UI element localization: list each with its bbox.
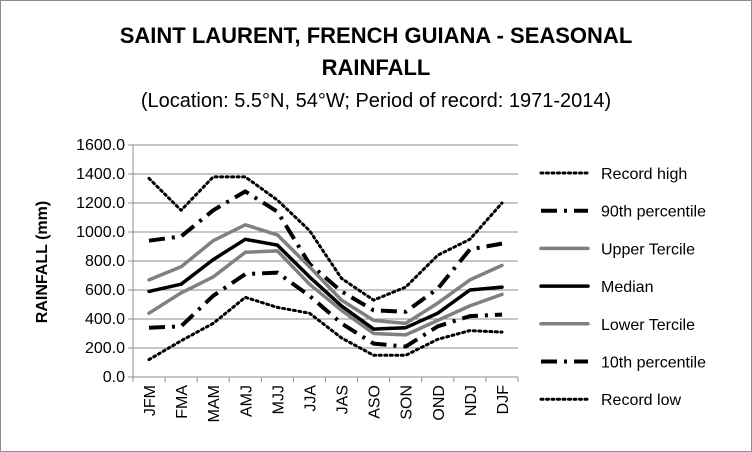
x-tick-label: FMA bbox=[174, 385, 191, 419]
chart-title-line1: SAINT LAURENT, FRENCH GUIANA - SEASONAL bbox=[119, 23, 633, 48]
legend-label: Lower Tercile bbox=[601, 317, 695, 334]
y-tick-label: 400.0 bbox=[85, 311, 125, 328]
y-tick-label: 800.0 bbox=[85, 253, 125, 270]
legend-label: Record high bbox=[601, 166, 687, 183]
x-tick-label: NDJ bbox=[463, 385, 480, 416]
x-tick-label: SON bbox=[399, 385, 416, 420]
y-tick-label: 1200.0 bbox=[76, 195, 125, 212]
axes bbox=[132, 145, 519, 382]
y-tick-label: 600.0 bbox=[85, 282, 125, 299]
x-tick-label: DJF bbox=[495, 385, 512, 415]
series-lines bbox=[147, 175, 504, 362]
y-tick-label: 0.0 bbox=[103, 369, 125, 386]
legend-label: 90th percentile bbox=[601, 204, 706, 221]
x-tick-label: ASO bbox=[367, 385, 384, 419]
chart-title-line2: RAINFALL bbox=[321, 55, 431, 80]
series-line-lower-tercile bbox=[147, 249, 504, 337]
legend-label: 10th percentile bbox=[601, 355, 706, 372]
x-tick-label: MAM bbox=[206, 385, 223, 422]
x-tick-label: MJJ bbox=[270, 385, 287, 414]
series-line-90th-percentile bbox=[148, 189, 503, 314]
legend-label: Record low bbox=[601, 392, 681, 409]
x-tick-label: JAS bbox=[335, 385, 352, 414]
chart-title: SAINT LAURENT, FRENCH GUIANA - SEASONAL … bbox=[0, 20, 752, 84]
x-tick-label: JJA bbox=[302, 385, 319, 412]
y-tick-labels: 0.0 200.0 400.0 600.0 800.0 1000.0 1200.0 1400.… bbox=[76, 137, 125, 386]
series-line-median bbox=[147, 237, 504, 331]
y-tick-label: 1400.0 bbox=[76, 166, 125, 183]
y-tick-label: 200.0 bbox=[85, 340, 125, 357]
series-line-record-low bbox=[147, 295, 504, 362]
x-tick-label: AMJ bbox=[238, 385, 255, 417]
series-line-upper-tercile bbox=[147, 223, 504, 326]
y-tick-label: 1600.0 bbox=[76, 137, 125, 154]
x-tick-labels: JFM FMA MAM AMJ MJJ JJA JAS ASO SON OND NDJ DJF bbox=[142, 385, 512, 423]
x-tick-label: OND bbox=[431, 385, 448, 421]
legend-label: Upper Tercile bbox=[601, 241, 695, 258]
y-tick-label: 1000.0 bbox=[76, 224, 125, 241]
series-line-10th-percentile bbox=[148, 270, 503, 349]
legend-label: Median bbox=[601, 279, 653, 296]
y-axis-label: RAINFALL (mm) bbox=[34, 201, 51, 323]
chart-subtitle: (Location: 5.5°N, 54°W; Period of record… bbox=[140, 90, 612, 112]
legend: Record high 90th percentile Upper Tercile M… bbox=[539, 166, 706, 409]
x-tick-label: JFM bbox=[142, 385, 159, 416]
series-line-record-high bbox=[147, 175, 504, 302]
